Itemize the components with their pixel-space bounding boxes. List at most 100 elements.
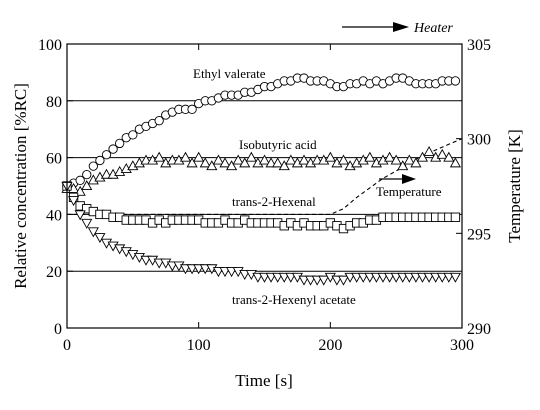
- data-point: [397, 160, 409, 171]
- data-point: [239, 269, 251, 280]
- data-point: [272, 157, 284, 168]
- data-point: [443, 272, 455, 283]
- y-axis-title: Relative concentration [%RC]: [11, 83, 30, 289]
- data-point: [337, 275, 350, 286]
- x-axis-title: Time [s]: [235, 371, 292, 390]
- data-point: [68, 196, 80, 207]
- data-point: [82, 169, 92, 180]
- data-point: [265, 157, 277, 168]
- y-tick-label: 40: [46, 207, 62, 224]
- temperature-annotation: Temperature: [376, 174, 442, 199]
- heater-label: Heater: [413, 21, 453, 36]
- data-point: [278, 272, 290, 283]
- data-point: [416, 151, 429, 162]
- series-label-ethyl-valerate: Ethyl valerate: [193, 66, 266, 81]
- data-point: [410, 272, 422, 283]
- data-point: [311, 154, 323, 165]
- series-trans-2-hexenyl-acetate: [61, 181, 461, 286]
- data-point: [384, 151, 396, 162]
- data-point: [364, 151, 376, 162]
- series-label-trans-2-hexenyl-acetate: trans-2-Hexenyl acetate: [232, 292, 356, 307]
- data-point: [324, 151, 336, 162]
- data-point: [278, 160, 290, 171]
- axis-ticks: 0 100 200 300 0 20 40 60 80 100 290 295 300 305: [38, 37, 491, 354]
- y2-tick-label: 290: [467, 321, 491, 338]
- data-point: [193, 264, 205, 275]
- data-point: [265, 272, 277, 283]
- temperature-label: Temperature: [376, 184, 442, 199]
- data-point: [450, 76, 461, 86]
- data-point: [337, 154, 350, 165]
- data-point: [81, 218, 93, 229]
- data-point: [443, 151, 455, 162]
- data-point: [318, 275, 330, 286]
- data-point: [423, 145, 435, 156]
- data-point: [357, 272, 369, 283]
- data-point: [449, 272, 461, 283]
- data-point: [101, 150, 112, 160]
- data-point: [94, 233, 106, 244]
- data-point: [206, 160, 218, 171]
- data-point: [258, 154, 271, 165]
- x-tick-label: 100: [187, 337, 211, 354]
- data-point: [403, 154, 415, 165]
- data-point: [226, 160, 238, 171]
- data-point: [430, 272, 442, 283]
- temperature-arrow-head: [402, 174, 416, 184]
- data-point: [344, 272, 356, 283]
- data-point: [423, 272, 435, 283]
- y-tick-label: 20: [46, 264, 62, 281]
- series-label-trans-2-hexenal: trans-2-Hexenal: [232, 194, 316, 209]
- y-tick-label: 80: [46, 94, 62, 111]
- data-point: [232, 154, 244, 165]
- data-point: [252, 272, 264, 283]
- data-point: [95, 155, 105, 166]
- data-point: [75, 175, 85, 185]
- y2-axis-title: Temperature [K]: [505, 129, 524, 243]
- data-point: [166, 261, 178, 272]
- y-tick-label: 60: [46, 151, 62, 168]
- data-point: [377, 272, 389, 283]
- data-point: [199, 157, 211, 168]
- x-tick-label: 0: [63, 337, 71, 354]
- data-point: [258, 272, 271, 283]
- data-point: [219, 157, 231, 168]
- series-label-isobutyric-acid: Isobutyric acid: [239, 137, 317, 152]
- data-point: [219, 267, 231, 278]
- data-point: [140, 154, 152, 165]
- data-point: [87, 227, 99, 238]
- data-point: [272, 272, 284, 283]
- y-tick-label: 100: [38, 37, 62, 54]
- data-point: [298, 154, 310, 165]
- data-point: [390, 154, 402, 165]
- data-point: [285, 154, 297, 165]
- data-point: [115, 138, 125, 149]
- data-point: [212, 154, 224, 165]
- data-point: [186, 264, 198, 275]
- data-point: [285, 272, 297, 283]
- data-point: [226, 267, 238, 278]
- heater-annotation: Heater: [342, 21, 453, 36]
- x-tick-label: 200: [318, 337, 342, 354]
- data-point: [450, 212, 461, 222]
- x-tick-label: 300: [450, 337, 474, 354]
- data-point: [351, 272, 363, 283]
- data-point: [436, 148, 448, 159]
- data-point: [108, 144, 118, 154]
- data-point: [100, 168, 113, 179]
- data-point: [410, 157, 422, 168]
- data-point: [311, 275, 323, 286]
- data-point: [74, 210, 86, 221]
- data-point: [449, 157, 461, 168]
- data-point: [245, 151, 257, 162]
- data-point: [154, 116, 164, 126]
- data-point: [370, 272, 382, 283]
- data-point: [187, 104, 197, 114]
- data-point: [128, 130, 138, 140]
- data-point: [239, 157, 251, 168]
- data-point: [81, 180, 93, 191]
- data-point: [153, 151, 165, 162]
- data-point: [166, 154, 178, 165]
- plot-frame: [66, 43, 463, 329]
